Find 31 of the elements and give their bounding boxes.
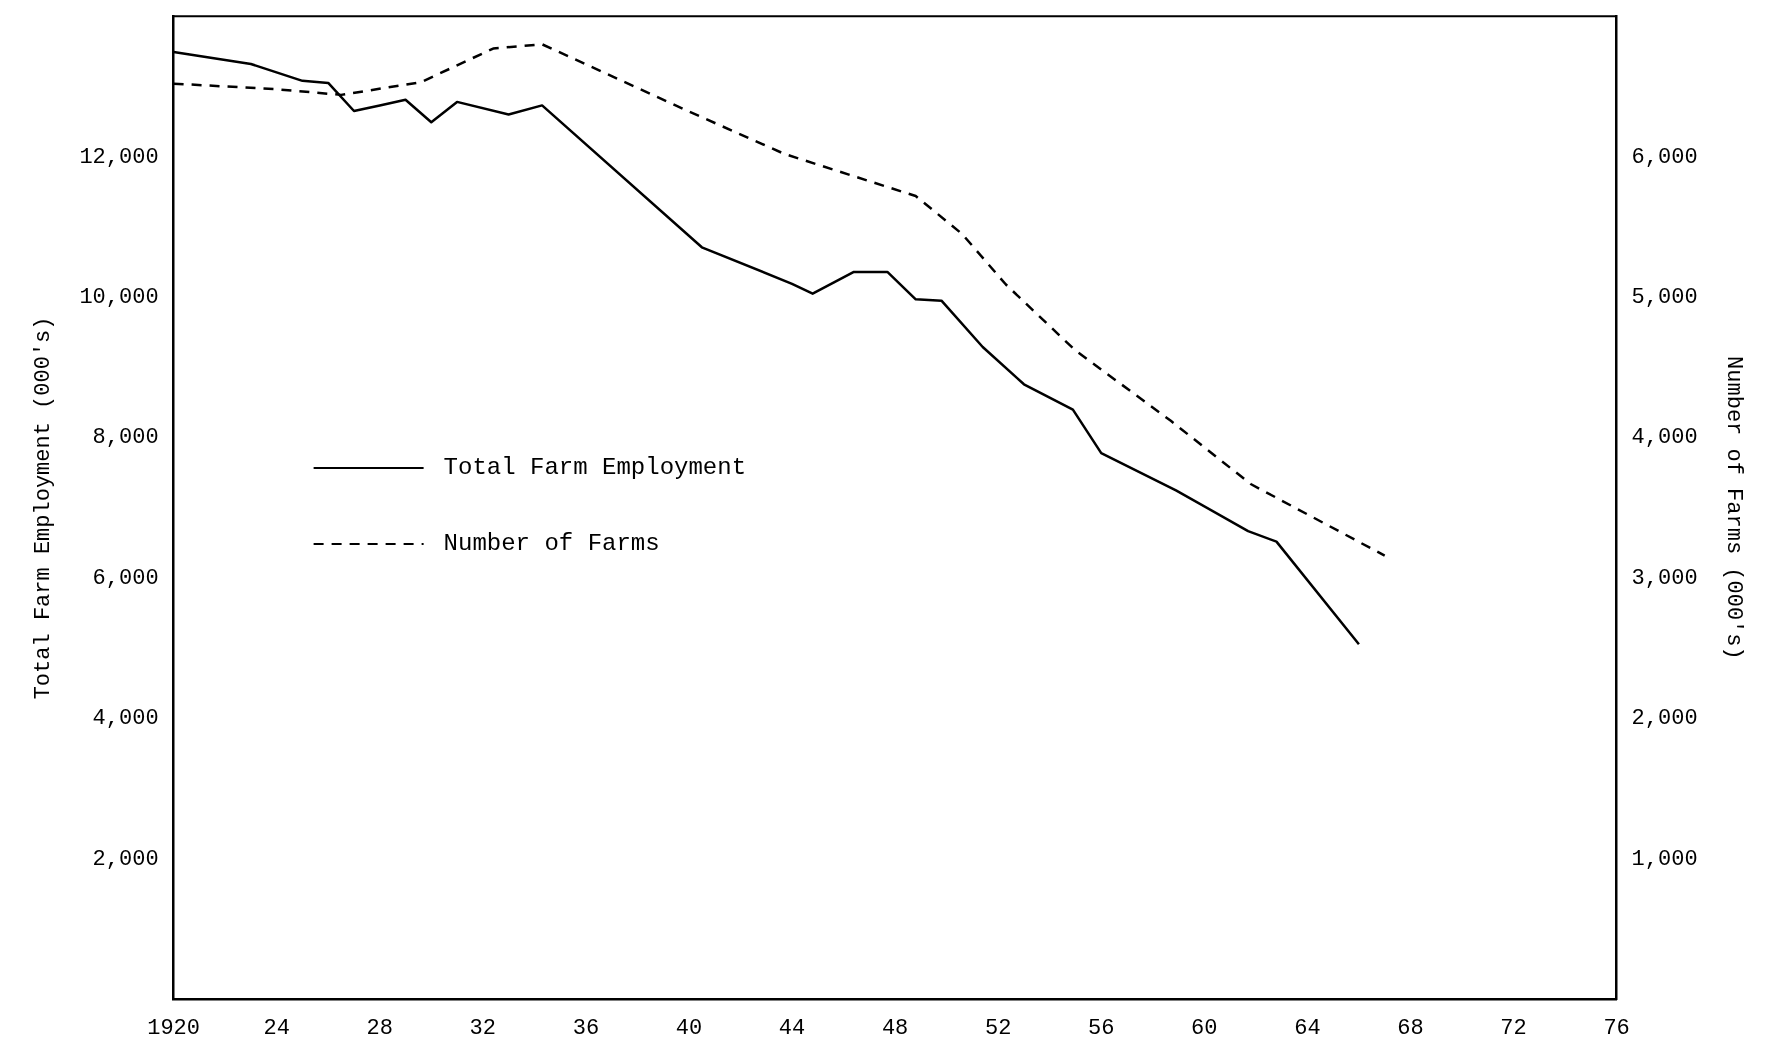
x-tick-label: 24 — [263, 1015, 290, 1041]
x-tick-label: 76 — [1603, 1015, 1630, 1041]
x-tick-label: 52 — [984, 1015, 1012, 1041]
y2-axis-title: Number of Farms (000's) — [1720, 356, 1746, 660]
x-tick-label: 1920 — [147, 1015, 201, 1041]
y-tick-label: 12,000 — [79, 144, 159, 170]
x-tick-label: 72 — [1500, 1015, 1527, 1041]
x-tick-label: 56 — [1088, 1015, 1115, 1041]
x-tick-label: 28 — [366, 1015, 393, 1041]
y-tick-label: 2,000 — [92, 846, 159, 872]
x-tick-label: 60 — [1191, 1015, 1218, 1041]
x-tick-label: 64 — [1294, 1015, 1321, 1041]
x-tick-label: 48 — [881, 1015, 909, 1041]
y-tick-label: 4,000 — [92, 706, 159, 732]
y-tick-label: 8,000 — [92, 425, 159, 451]
y2-tick-label: 5,000 — [1631, 285, 1698, 310]
legend-label: Number of Farms — [443, 530, 660, 558]
x-tick-label: 44 — [778, 1015, 806, 1041]
x-tick-label: 32 — [469, 1015, 497, 1041]
legend-label: Total Farm Employment — [443, 454, 747, 482]
x-tick-label: 68 — [1397, 1015, 1424, 1041]
y2-tick-label: 1,000 — [1631, 846, 1698, 872]
y2-tick-label: 2,000 — [1631, 706, 1698, 732]
y-axis-title: Total Farm Employment (000's) — [31, 316, 57, 700]
y-tick-label: 10,000 — [79, 285, 159, 310]
y2-tick-label: 4,000 — [1631, 425, 1698, 451]
y2-tick-label: 6,000 — [1631, 144, 1698, 170]
x-tick-label: 40 — [675, 1015, 703, 1041]
y-tick-label: 6,000 — [92, 565, 159, 591]
y2-tick-label: 3,000 — [1631, 565, 1698, 591]
x-tick-label: 36 — [572, 1015, 600, 1041]
